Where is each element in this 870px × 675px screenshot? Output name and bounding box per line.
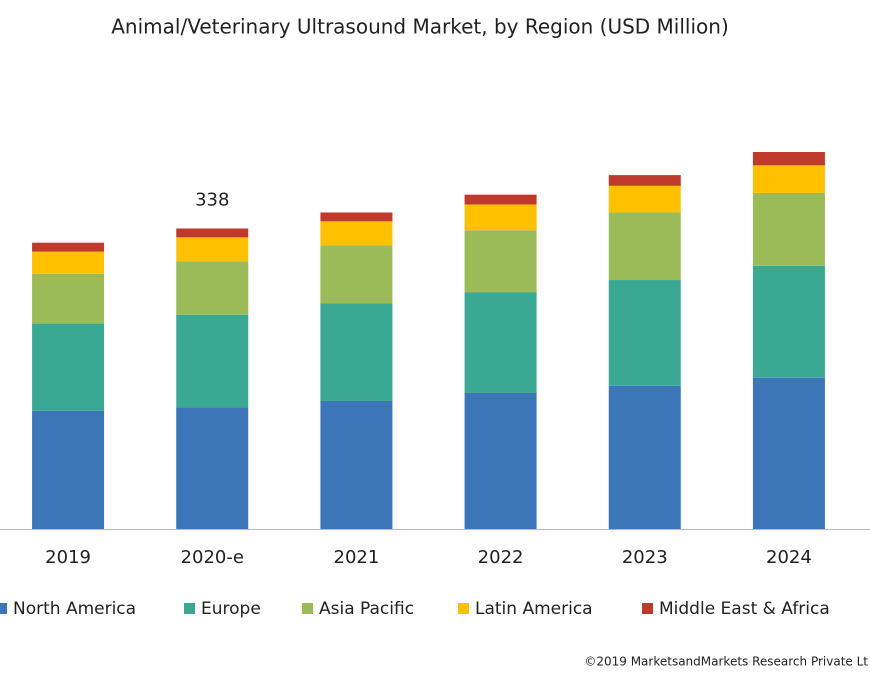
x-tick-label: 2022 bbox=[478, 547, 524, 568]
bar-segment bbox=[320, 400, 393, 529]
total-label: 338 bbox=[195, 189, 229, 210]
bar-segment bbox=[176, 228, 249, 238]
bar-segment bbox=[176, 314, 249, 408]
legend-swatch bbox=[458, 603, 469, 614]
bar-segment bbox=[464, 230, 537, 293]
bar-segment bbox=[608, 175, 681, 186]
bar-segment bbox=[320, 212, 393, 222]
bar-segment bbox=[32, 273, 105, 324]
bar-segment bbox=[464, 204, 537, 231]
legend-label: Europe bbox=[201, 599, 261, 619]
bar-segment bbox=[320, 303, 393, 401]
bar-segment bbox=[464, 392, 537, 529]
bar-segment bbox=[608, 385, 681, 529]
footnote: ©2019 MarketsandMarkets Research Private… bbox=[584, 655, 868, 669]
bar-segment bbox=[752, 265, 825, 378]
bar-segment bbox=[32, 251, 105, 274]
legend-swatch bbox=[0, 603, 7, 614]
bar-segment bbox=[32, 323, 105, 411]
chart-title: Animal/Veterinary Ultrasound Market, by … bbox=[111, 15, 729, 39]
bar-segment bbox=[464, 292, 537, 393]
bar-segment bbox=[176, 237, 249, 262]
bar-segment bbox=[176, 407, 249, 529]
bar-segment bbox=[320, 221, 393, 246]
bar-segment bbox=[608, 185, 681, 213]
bar-segment bbox=[752, 377, 825, 529]
x-tick-label: 2019 bbox=[45, 547, 91, 568]
bar-segment bbox=[320, 245, 393, 304]
bar-segment bbox=[464, 194, 537, 205]
bar-segment bbox=[608, 212, 681, 281]
legend-swatch bbox=[302, 603, 313, 614]
legend-label: Latin America bbox=[475, 599, 593, 619]
legend-label: Asia Pacific bbox=[319, 599, 414, 619]
legend-swatch bbox=[184, 603, 195, 614]
bar-segment bbox=[32, 242, 105, 252]
bar-segment bbox=[608, 280, 681, 386]
x-tick-label: 2020-e bbox=[181, 547, 244, 568]
x-tick-label: 2023 bbox=[622, 547, 668, 568]
bar-segment bbox=[752, 152, 825, 166]
x-tick-label: 2021 bbox=[334, 547, 380, 568]
legend-label: Middle East & Africa bbox=[659, 599, 830, 619]
bar-segment bbox=[32, 410, 105, 529]
x-tick-label: 2024 bbox=[766, 547, 812, 568]
legend-swatch bbox=[642, 603, 653, 614]
legend-label: North America bbox=[13, 599, 136, 619]
bar-segment bbox=[752, 192, 825, 266]
bar-segment bbox=[176, 261, 249, 315]
bar-segment bbox=[752, 165, 825, 193]
